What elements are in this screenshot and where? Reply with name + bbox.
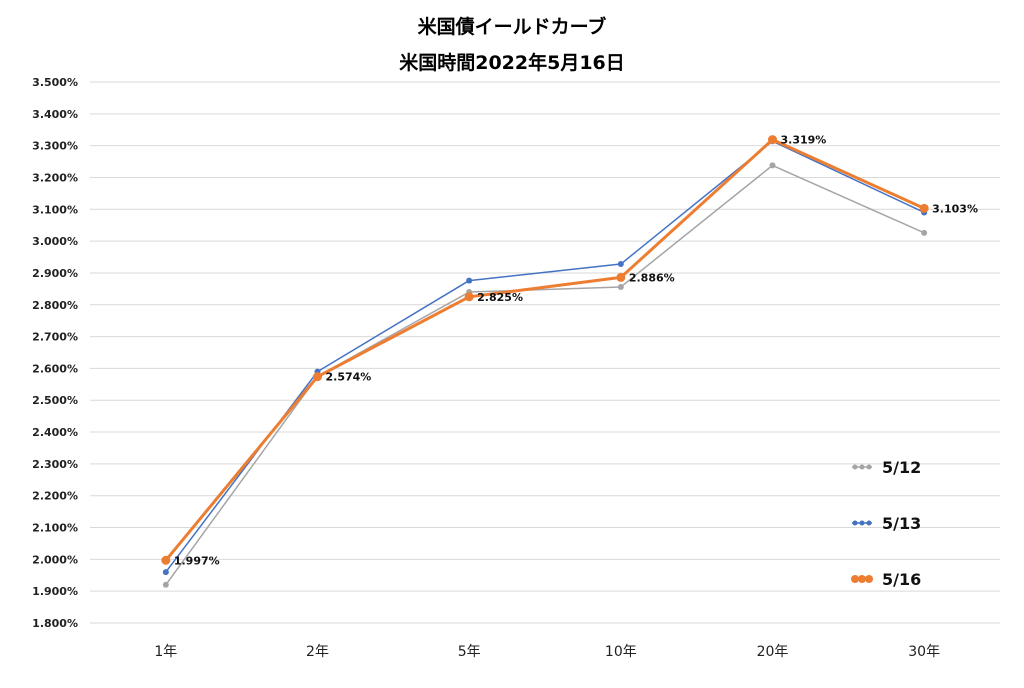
y-tick-label: 3.500%: [32, 76, 78, 89]
y-tick-label: 2.800%: [32, 299, 78, 312]
y-tick-label: 2.500%: [32, 394, 78, 407]
x-tick-label: 10年: [605, 644, 637, 660]
data-point: [616, 272, 626, 282]
data-point: [162, 569, 169, 576]
gridlines: [90, 81, 1000, 624]
data-point: [768, 135, 777, 145]
y-tick-label: 2.700%: [32, 331, 78, 344]
data-point: [464, 292, 474, 302]
data-point: [921, 229, 928, 236]
x-tick-label: 1年: [154, 644, 177, 660]
legend-marker: [852, 464, 858, 470]
legend-label: 5/12: [882, 458, 921, 477]
legend-marker: [858, 575, 866, 583]
data-point: [162, 581, 169, 588]
legend-label: 5/16: [882, 570, 921, 589]
series-line-5-16: [164, 138, 925, 562]
data-label: 2.886%: [629, 271, 675, 284]
data-label: 3.103%: [932, 202, 978, 215]
series-line-5-13: [165, 140, 925, 573]
y-tick-label: 3.300%: [32, 140, 78, 153]
data-point: [769, 162, 776, 169]
data-point: [466, 277, 473, 284]
legend-marker: [866, 520, 872, 526]
y-tick-label: 2.000%: [32, 553, 78, 566]
data-label: 2.574%: [326, 371, 372, 384]
data-point: [313, 372, 322, 382]
legend-marker: [851, 575, 859, 583]
x-tick-label: 5年: [458, 644, 481, 660]
y-tick-label: 3.400%: [32, 108, 78, 121]
legend-item-5-12: 5/12: [852, 458, 921, 477]
y-tick-label: 2.400%: [32, 426, 78, 439]
chart-subtitle: 米国時間2022年5月16日: [399, 52, 625, 74]
data-label: 2.825%: [477, 291, 523, 304]
data-point: [919, 203, 929, 213]
x-tick-label: 30年: [908, 644, 940, 660]
legend: 5/12 5/13 5/16: [851, 458, 921, 589]
y-tick-label: 3.100%: [32, 203, 78, 216]
data-labels: 1.997% 2.574% 2.825% 2.886% 3.319% 3.103%: [174, 134, 978, 568]
x-tick-label: 2年: [306, 644, 329, 660]
legend-marker: [852, 520, 858, 526]
y-tick-label: 2.600%: [32, 362, 78, 375]
legend-item-5-16: 5/16: [851, 570, 921, 589]
data-point: [161, 555, 171, 565]
data-point: [617, 261, 624, 268]
y-tick-label: 2.200%: [32, 490, 78, 503]
y-tick-label: 2.900%: [32, 267, 78, 280]
legend-marker: [865, 575, 873, 583]
x-axis: 1年 2年 5年 10年 20年 30年: [154, 644, 940, 660]
y-tick-label: 3.200%: [32, 171, 78, 184]
data-label: 3.319%: [781, 134, 827, 147]
chart-title: 米国債イールドカーブ: [417, 16, 607, 38]
y-tick-label: 2.100%: [32, 522, 78, 535]
legend-item-5-13: 5/13: [852, 514, 921, 533]
legend-marker: [866, 464, 872, 470]
x-tick-label: 20年: [757, 644, 789, 660]
legend-marker: [859, 464, 865, 470]
series-lines: [161, 135, 929, 588]
y-tick-label: 1.900%: [32, 585, 78, 598]
legend-label: 5/13: [882, 514, 921, 533]
legend-marker: [859, 520, 865, 526]
data-label: 1.997%: [174, 554, 220, 567]
y-tick-label: 3.000%: [32, 235, 78, 248]
y-axis: 1.800% 1.900% 2.000% 2.100% 2.200% 2.300% 2.40…: [32, 76, 78, 630]
series-line-5-12: [165, 164, 925, 586]
data-point: [617, 283, 624, 290]
y-tick-label: 2.300%: [32, 458, 78, 471]
y-tick-label: 1.800%: [32, 617, 78, 630]
